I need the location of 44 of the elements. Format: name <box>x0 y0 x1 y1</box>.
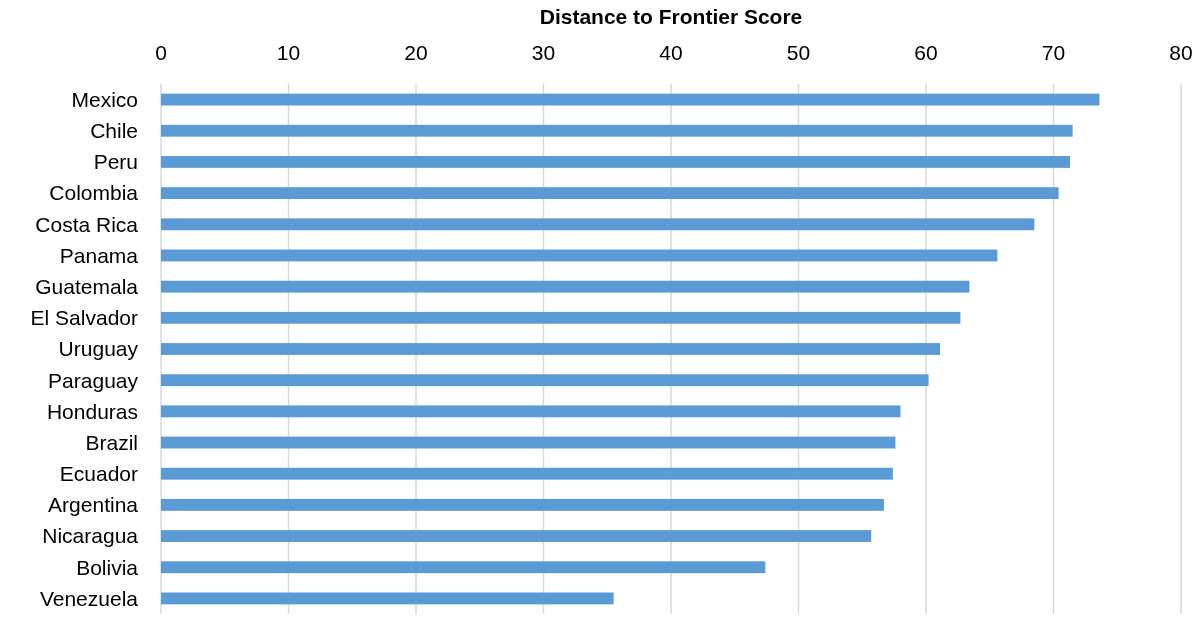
x-tick-label: 60 <box>914 41 938 64</box>
y-tick-label: Brazil <box>85 430 138 454</box>
y-tick-label: Panama <box>59 243 139 267</box>
x-tick-label: 30 <box>531 41 556 64</box>
y-tick-label: Nicaragua <box>42 524 139 548</box>
x-tick-label: 0 <box>155 41 167 64</box>
bar <box>161 93 1100 106</box>
y-tick-label: Paraguay <box>48 368 139 392</box>
bar <box>161 249 998 262</box>
y-tick-label: Colombia <box>49 181 139 205</box>
y-tick-label: Guatemala <box>35 275 139 298</box>
y-tick-label: Uruguay <box>58 337 139 361</box>
bar <box>161 156 1071 168</box>
y-tick-label: Venezuela <box>39 586 139 610</box>
bar <box>161 436 896 449</box>
x-tick-label: 50 <box>786 41 811 64</box>
x-tick-label: 10 <box>276 41 301 64</box>
x-tick-label: 40 <box>659 41 683 64</box>
bar <box>161 311 961 324</box>
bar <box>161 280 970 293</box>
bar <box>161 218 1035 231</box>
y-tick-label: Costa Rica <box>35 212 139 236</box>
y-tick-label: Bolivia <box>76 555 139 579</box>
y-tick-label: Honduras <box>46 399 138 423</box>
bar <box>161 530 872 542</box>
y-tick-label: Argentina <box>48 493 139 517</box>
bar <box>161 343 941 355</box>
bar <box>161 187 1059 200</box>
bar <box>161 374 929 387</box>
y-tick-label: Mexico <box>71 87 138 111</box>
y-tick-label: Peru <box>93 150 138 174</box>
y-tick-label: Ecuador <box>59 462 138 486</box>
bar <box>161 561 766 574</box>
x-tick-label: 70 <box>1041 41 1066 64</box>
y-tick-label: Chile <box>90 119 138 143</box>
bar <box>161 498 884 511</box>
x-tick-label: 20 <box>404 41 428 64</box>
bar <box>161 124 1073 137</box>
bar <box>161 592 614 605</box>
y-tick-label: El Salvador <box>30 306 139 330</box>
x-axis-title: Distance to Frontier Score <box>539 5 803 28</box>
bar <box>161 405 901 418</box>
x-tick-label: 80 <box>1169 41 1193 64</box>
bar <box>161 467 893 480</box>
